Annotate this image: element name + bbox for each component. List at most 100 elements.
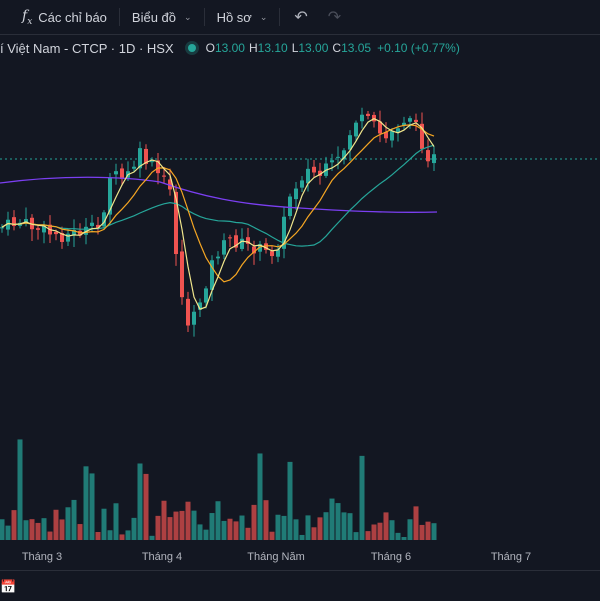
candle-body	[408, 118, 412, 122]
candle-body	[162, 175, 166, 177]
time-tick: Tháng 7	[490, 551, 532, 563]
chart-type-label: Biểu đồ	[131, 9, 177, 25]
volume-bar	[395, 532, 401, 540]
symbol-legend: í Việt Nam - CTCP · 1D · HSX O 13.00 H 13.…	[0, 38, 460, 58]
volume-bar	[23, 520, 29, 540]
volume-bar	[83, 466, 89, 540]
indicators-button[interactable]: fx Các chỉ báo	[0, 4, 115, 30]
candle-body	[318, 170, 322, 176]
candle-body	[414, 119, 418, 123]
candle-body	[96, 224, 100, 228]
low-label: L	[291, 41, 299, 55]
indicators-label: Các chỉ báo	[38, 9, 107, 25]
candle-body	[108, 177, 112, 215]
volume-bar	[197, 524, 203, 540]
volume-bar	[125, 530, 131, 540]
volume-bar	[203, 529, 209, 540]
candle-body	[198, 302, 202, 310]
volume-bar	[71, 499, 77, 540]
volume-bar	[5, 525, 11, 540]
candle-body	[60, 233, 64, 242]
volume-bars	[0, 439, 437, 540]
undo-icon[interactable]: ↶	[294, 9, 308, 26]
candle-body	[36, 228, 40, 230]
candle-body	[72, 229, 76, 236]
volume-bar	[65, 507, 71, 540]
candle-body	[180, 251, 184, 298]
candle-body	[252, 246, 256, 254]
high-value: 13.10	[257, 41, 288, 55]
candle-body	[264, 243, 268, 250]
candle-body	[300, 180, 304, 188]
candle-body	[366, 113, 370, 116]
candle-body	[84, 226, 88, 235]
chart-type-button[interactable]: Biểu đồ ⌄	[124, 4, 200, 30]
candle-body	[186, 298, 190, 326]
volume-bar	[245, 527, 251, 540]
candle-body	[240, 238, 244, 249]
candle-body	[192, 311, 196, 325]
calendar-icon[interactable]: 📅	[0, 579, 17, 594]
candle-body	[204, 288, 208, 303]
volume-bar	[425, 521, 431, 540]
volume-bar	[377, 522, 383, 540]
candle-body	[402, 122, 406, 126]
profile-button[interactable]: Hồ sơ ⌄	[209, 4, 276, 30]
candle-body	[348, 135, 352, 150]
volume-bar	[371, 524, 377, 540]
volume-bar	[275, 514, 281, 540]
candle-body	[0, 227, 4, 229]
volume-bar	[365, 531, 371, 540]
volume-bar	[227, 518, 233, 540]
candle-body	[258, 244, 262, 252]
volume-bar	[35, 522, 41, 540]
candle-body	[234, 235, 238, 248]
toolbar-divider	[279, 8, 281, 26]
candle-body	[276, 249, 280, 257]
open-label: O	[205, 41, 215, 55]
candle-body	[150, 161, 154, 163]
candle-body	[210, 260, 214, 290]
volume-bar	[347, 513, 353, 540]
volume-bar	[335, 503, 341, 540]
candle-body	[6, 219, 10, 230]
time-tick: Tháng 3	[21, 551, 63, 563]
toolbar-divider	[203, 8, 205, 26]
volume-bar	[47, 531, 53, 540]
open-value: 13.00	[214, 41, 245, 55]
volume-bar	[149, 535, 155, 540]
candle-body	[360, 114, 364, 122]
candle-body	[144, 148, 148, 165]
candle-body	[114, 171, 118, 175]
candle-body	[54, 231, 58, 235]
volume-bar	[359, 455, 365, 540]
candle-body	[378, 121, 382, 134]
price-chart[interactable]	[0, 60, 600, 540]
volume-bar	[329, 498, 335, 540]
candle-body	[270, 251, 274, 257]
candle-body	[384, 131, 388, 139]
volume-bar	[239, 515, 245, 540]
candle-body	[66, 233, 70, 242]
volume-bar	[221, 520, 227, 540]
time-axis: Tháng 3 Tháng 4 Tháng Năm Tháng 6 Tháng …	[0, 545, 600, 567]
volume-bar	[17, 439, 23, 540]
volume-bar	[257, 453, 263, 540]
candle-body	[24, 219, 28, 223]
candle-body	[420, 123, 424, 149]
candle-body	[174, 191, 178, 255]
volume-bar	[341, 512, 347, 540]
volume-bar	[233, 521, 239, 540]
candle-body	[90, 222, 94, 226]
toolbar-divider	[118, 8, 120, 26]
volume-bar	[59, 519, 65, 540]
volume-bar	[389, 520, 395, 540]
candle-body	[156, 160, 160, 174]
symbol-title[interactable]: í Việt Nam - CTCP · 1D · HSX	[0, 40, 174, 56]
candle-body	[216, 256, 220, 259]
volume-bar	[173, 511, 179, 540]
redo-icon[interactable]: ↷	[327, 9, 342, 26]
candle-body	[132, 166, 136, 169]
volume-bar	[95, 531, 101, 540]
bottom-bar: 📅	[0, 570, 600, 601]
